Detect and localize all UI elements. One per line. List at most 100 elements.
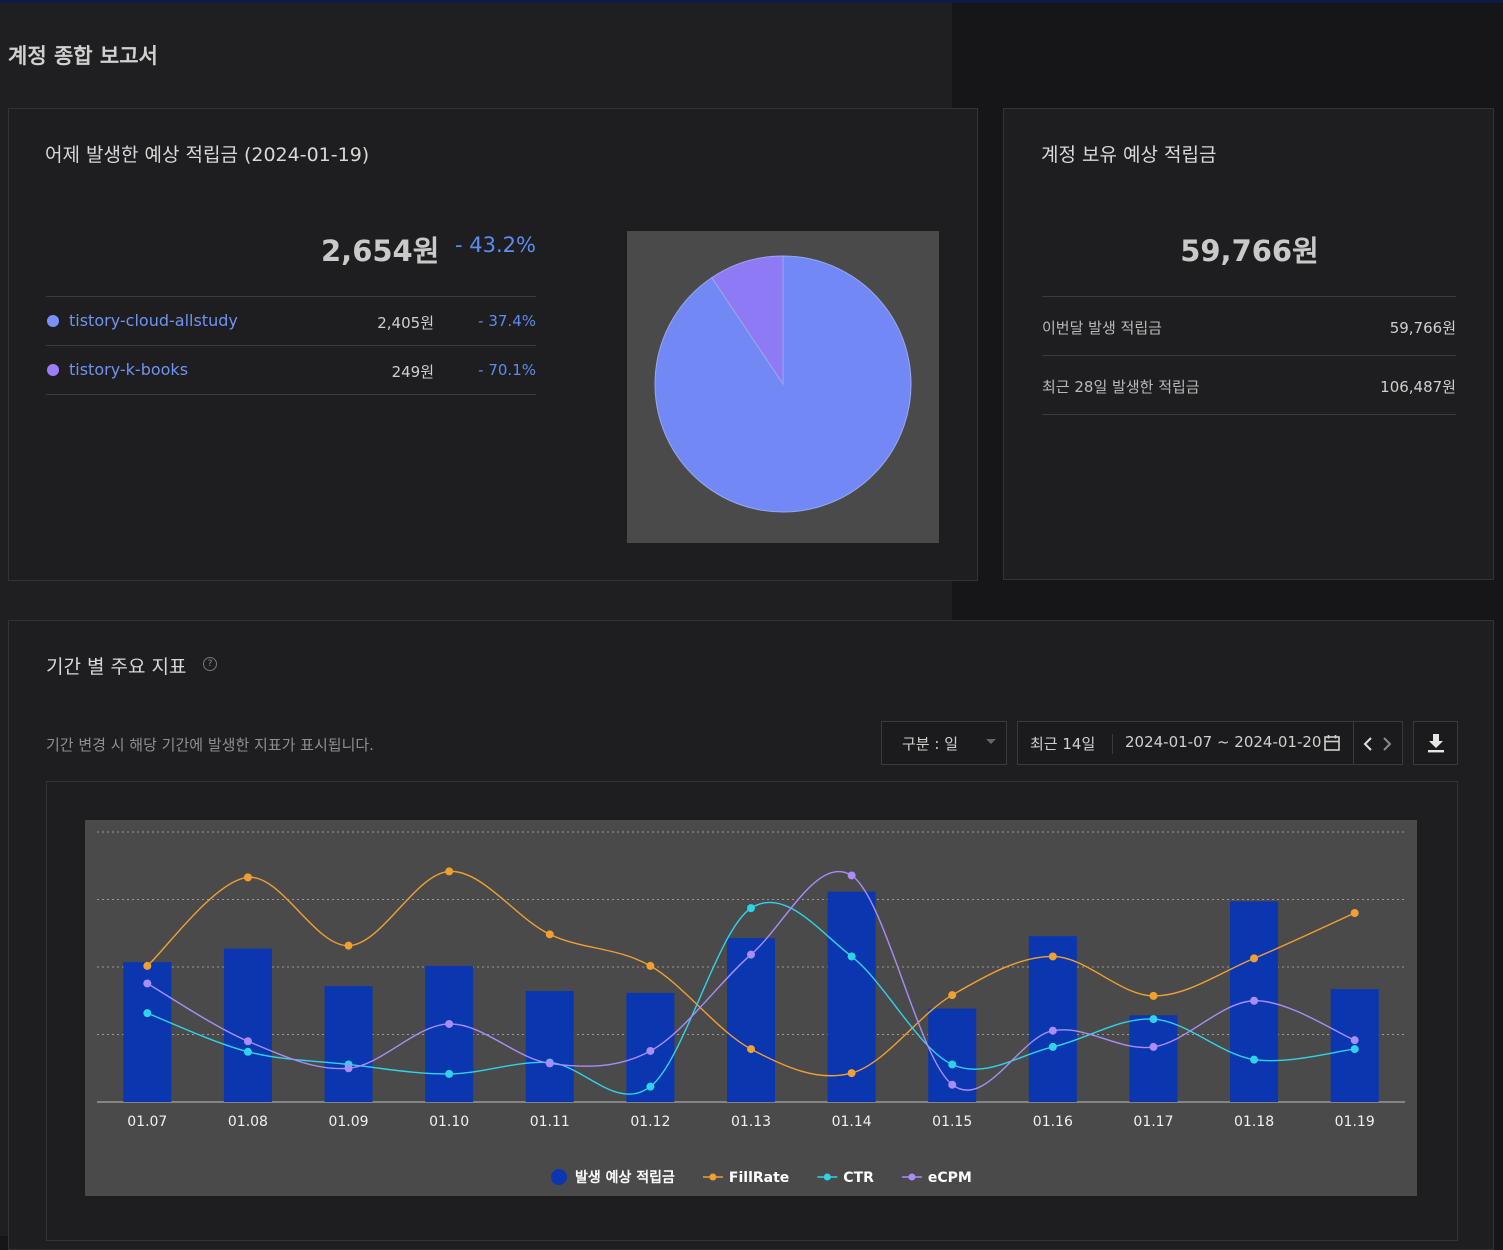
x-tick-label: 01.17 — [1133, 1114, 1173, 1130]
x-tick-label: 01.09 — [328, 1114, 368, 1130]
point-ecpm-01.19[interactable] — [1350, 1036, 1359, 1045]
pie-slice-2[interactable] — [711, 255, 784, 386]
x-tick-label: 01.18 — [1234, 1114, 1274, 1130]
divider — [1042, 296, 1456, 297]
earnings-pie-chart — [627, 231, 939, 543]
point-fillrate-01.08[interactable] — [243, 873, 252, 882]
x-tick-label: 01.14 — [832, 1114, 872, 1130]
legend-label: FillRate — [729, 1170, 789, 1186]
legend-item-FillRate[interactable]: FillRate — [702, 1170, 789, 1186]
divider — [1042, 355, 1456, 356]
point-fillrate-01.16[interactable] — [1048, 952, 1057, 961]
legend-item-CTR[interactable]: CTR — [817, 1170, 874, 1186]
point-fillrate-01.10[interactable] — [445, 867, 454, 876]
yesterday-total-amount: 2,654원 — [321, 234, 440, 268]
site-amount: 249원 — [391, 363, 434, 381]
site-link-k-books[interactable]: tistory-k-books — [69, 360, 189, 379]
x-tick-label: 01.10 — [429, 1114, 469, 1130]
point-ecpm-01.12[interactable] — [646, 1046, 655, 1055]
chevron-left-icon[interactable] — [1361, 736, 1375, 752]
divider — [46, 345, 536, 346]
point-fillrate-01.17[interactable] — [1149, 991, 1158, 1000]
granularity-select[interactable]: 구분 : 일 — [881, 721, 1007, 765]
legend-label: 발생 예상 적립금 — [575, 1169, 675, 1186]
point-ecpm-01.08[interactable] — [243, 1037, 252, 1046]
point-fillrate-01.19[interactable] — [1350, 909, 1359, 917]
period-metrics-card: 기간 별 주요 지표 ? 기간 변경 시 해당 기간에 발생한 지표가 표시됩니… — [8, 620, 1494, 1250]
bar-01.14[interactable] — [827, 891, 876, 1102]
site-change: - 37.4% — [478, 312, 536, 330]
point-ctr-01.18[interactable] — [1250, 1055, 1259, 1064]
point-fillrate-01.13[interactable] — [747, 1045, 755, 1054]
point-ctr-01.14[interactable] — [847, 952, 856, 961]
bar-01.10[interactable] — [425, 965, 474, 1102]
site-color-dot — [47, 364, 59, 376]
download-button[interactable] — [1413, 721, 1458, 765]
bar-01.16[interactable] — [1028, 936, 1077, 1102]
range-divider — [1112, 734, 1113, 754]
page-title: 계정 종합 보고서 — [8, 44, 158, 68]
point-fillrate-01.09[interactable] — [344, 941, 353, 950]
point-fillrate-01.14[interactable] — [847, 1069, 856, 1078]
period-section-title: 기간 별 주요 지표 — [46, 656, 187, 678]
x-tick-label: 01.12 — [630, 1114, 670, 1130]
point-ctr-01.15[interactable] — [948, 1060, 957, 1069]
chevron-down-icon — [986, 739, 996, 744]
date-range-picker[interactable]: 최근 14일 2024-01-07 ~ 2024-01-20 — [1017, 721, 1403, 765]
bar-01.11[interactable] — [525, 991, 574, 1102]
granularity-select-value: 구분 : 일 — [902, 735, 958, 753]
x-tick-label: 01.08 — [228, 1114, 268, 1130]
divider — [46, 296, 536, 297]
point-fillrate-01.15[interactable] — [948, 991, 957, 1000]
point-ctr-01.13[interactable] — [747, 904, 755, 913]
point-ecpm-01.17[interactable] — [1149, 1042, 1158, 1051]
account-balance-card: 계정 보유 예상 적립금 59,766원 이번달 발생 적립금 59,766원 … — [1003, 108, 1494, 580]
bar-01.08[interactable] — [223, 948, 272, 1102]
point-fillrate-01.07[interactable] — [143, 961, 152, 970]
point-ctr-01.08[interactable] — [243, 1047, 252, 1056]
last28-earnings-value: 106,487원 — [1380, 378, 1456, 396]
top-accent-bar — [0, 0, 1503, 3]
point-ctr-01.10[interactable] — [445, 1069, 454, 1078]
help-circle-icon[interactable]: ? — [203, 657, 217, 671]
point-ctr-01.16[interactable] — [1048, 1042, 1057, 1051]
x-tick-label: 01.15 — [932, 1114, 972, 1130]
legend-marker — [908, 1173, 916, 1181]
legend-item-발생 예상 적립금[interactable]: 발생 예상 적립금 — [551, 1169, 675, 1186]
bar-01.17[interactable] — [1129, 1015, 1178, 1102]
range-preset-label: 최근 14일 — [1030, 735, 1096, 753]
legend-item-eCPM[interactable]: eCPM — [901, 1170, 972, 1186]
point-ctr-01.12[interactable] — [646, 1082, 655, 1091]
point-ecpm-01.13[interactable] — [747, 950, 755, 959]
x-tick-label: 01.16 — [1033, 1114, 1073, 1130]
point-ecpm-01.15[interactable] — [948, 1080, 957, 1089]
point-ctr-01.07[interactable] — [143, 1009, 152, 1018]
point-ecpm-01.07[interactable] — [143, 979, 152, 988]
point-ecpm-01.09[interactable] — [344, 1064, 353, 1073]
chart-frame: 01.07 01.08 01.09 01.10 01.11 01.12 01.13 01.14… — [46, 781, 1458, 1241]
nav-divider — [1353, 722, 1354, 764]
calendar-icon[interactable] — [1323, 734, 1341, 752]
balance-amount: 59,766원 — [1180, 234, 1319, 268]
site-color-dot — [47, 315, 59, 327]
point-fillrate-01.18[interactable] — [1250, 954, 1259, 963]
point-ecpm-01.10[interactable] — [445, 1019, 454, 1028]
point-ctr-01.17[interactable] — [1149, 1015, 1158, 1024]
bar-01.13[interactable] — [727, 938, 775, 1102]
bar-01.09[interactable] — [324, 986, 373, 1102]
point-ecpm-01.11[interactable] — [545, 1059, 554, 1068]
point-ecpm-01.18[interactable] — [1250, 996, 1259, 1005]
point-ecpm-01.16[interactable] — [1048, 1026, 1057, 1035]
point-ecpm-01.14[interactable] — [847, 871, 856, 880]
chevron-right-icon[interactable] — [1380, 736, 1394, 752]
x-tick-label: 01.07 — [127, 1114, 167, 1130]
download-icon — [1428, 734, 1444, 753]
legend-marker — [709, 1173, 717, 1181]
site-link-cloud-allstudy[interactable]: tistory-cloud-allstudy — [69, 311, 238, 330]
point-fillrate-01.12[interactable] — [646, 961, 655, 970]
x-tick-label: 01.19 — [1335, 1114, 1375, 1130]
balance-card-title: 계정 보유 예상 적립금 — [1041, 144, 1217, 166]
month-earnings-label: 이번달 발생 적립금 — [1042, 319, 1162, 337]
point-ctr-01.19[interactable] — [1350, 1045, 1359, 1054]
point-fillrate-01.11[interactable] — [545, 930, 554, 939]
